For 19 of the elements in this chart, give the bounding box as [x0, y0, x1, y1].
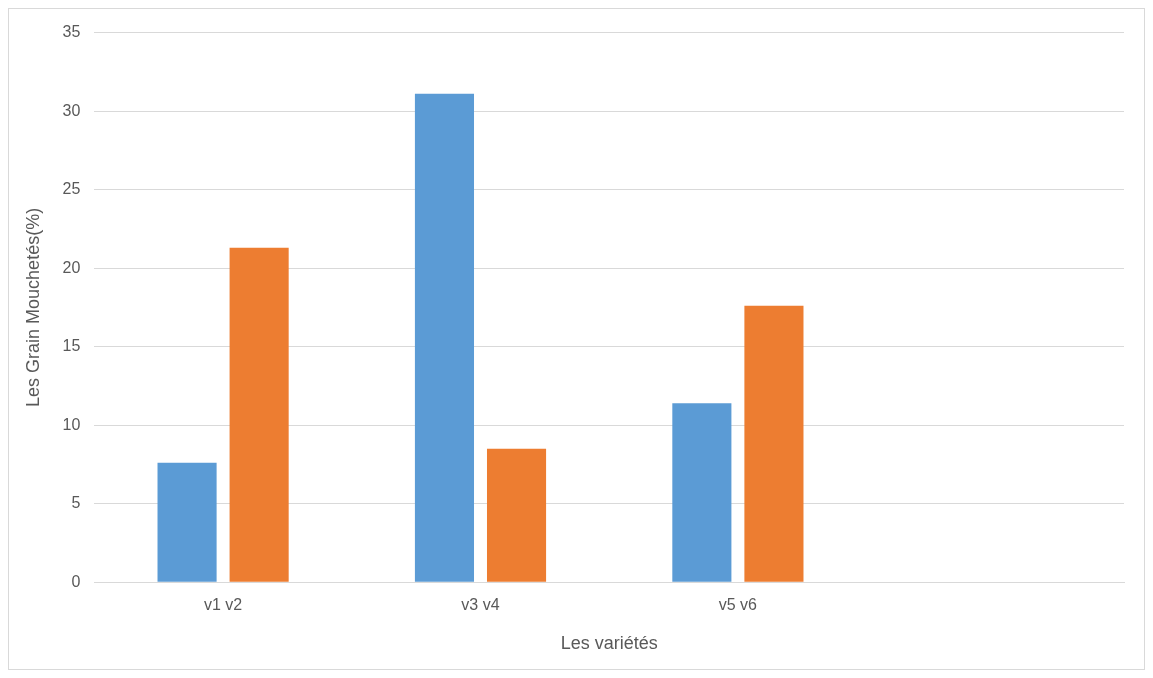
- bar: [744, 305, 804, 582]
- bar: [486, 448, 547, 582]
- y-tick-label: 25: [62, 180, 81, 198]
- y-tick-label: 0: [71, 572, 81, 590]
- y-tick-label: 10: [62, 415, 81, 433]
- bar: [157, 462, 217, 582]
- x-axis-title: Les variétés: [560, 633, 658, 654]
- x-tick-label: v3 v4: [461, 596, 500, 614]
- bar: [414, 93, 475, 582]
- y-axis-title: Les Grain Mouchetés(%): [22, 207, 43, 407]
- y-tick-label: 35: [62, 23, 81, 41]
- x-tick-label: v5 v6: [718, 596, 758, 614]
- y-tick-label: 20: [62, 258, 81, 276]
- bar: [672, 403, 732, 582]
- y-tick-label: 5: [71, 494, 81, 512]
- y-tick-label: 15: [62, 337, 81, 355]
- bar: [229, 247, 289, 582]
- x-tick-label: v1 v2: [203, 596, 243, 614]
- y-tick-label: 30: [62, 101, 81, 119]
